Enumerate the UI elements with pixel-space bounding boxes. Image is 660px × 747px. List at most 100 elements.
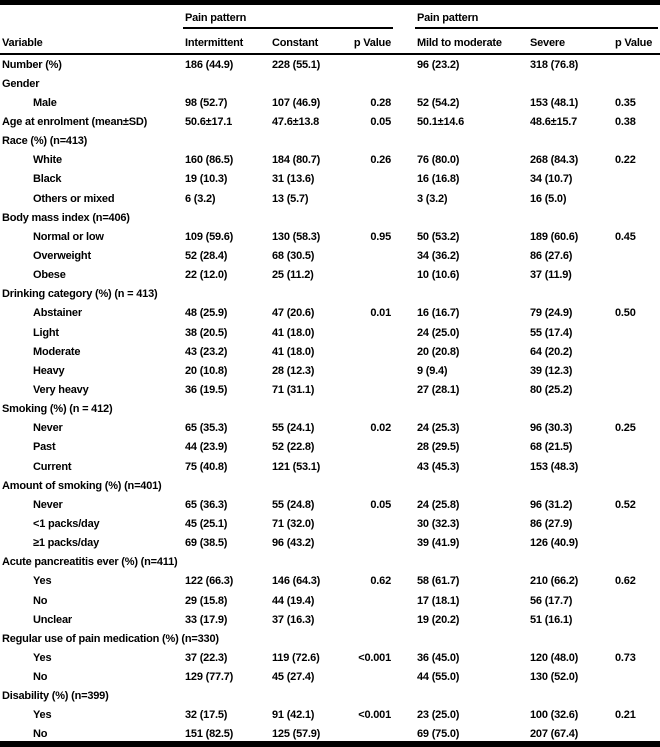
cell: <0.001	[358, 709, 391, 722]
cell: 23 (25.0)	[417, 709, 460, 722]
row-label: Yes	[33, 575, 52, 588]
cell: 122 (66.3)	[185, 575, 234, 588]
section-row: Gender	[0, 74, 660, 93]
cell: 65 (35.3)	[185, 422, 228, 435]
cell: 30 (32.3)	[417, 517, 460, 530]
section-row: Acute pancreatitis ever (%) (n=411)	[0, 553, 660, 572]
column-header-constant: Constant	[272, 37, 319, 49]
cell: 86 (27.9)	[530, 517, 573, 530]
row-label: Yes	[33, 709, 52, 722]
cell: 45 (25.1)	[185, 517, 228, 530]
cell: 98 (52.7)	[185, 96, 228, 109]
cell: 121 (53.1)	[272, 460, 321, 473]
cell: 27 (28.1)	[417, 383, 460, 396]
row-label: Body mass index (n=406)	[2, 211, 130, 224]
cell: 130 (52.0)	[530, 671, 579, 684]
table-row: White 160 (86.5) 184 (80.7) 0.26 76 (80.0) 26…	[0, 151, 660, 170]
cell: 37 (22.3)	[185, 651, 228, 664]
cell: 71 (32.0)	[272, 517, 315, 530]
cell: 39 (12.3)	[530, 364, 573, 377]
cell: 13 (5.7)	[272, 192, 309, 205]
cell: 28 (12.3)	[272, 364, 315, 377]
cell: 16 (16.8)	[417, 173, 460, 186]
column-header-pvalue-1: p Value	[353, 37, 391, 49]
column-header-mild-to-moderate: Mild to moderate	[417, 37, 502, 49]
cell: 69 (75.0)	[417, 728, 460, 741]
cell: 38 (20.5)	[185, 326, 228, 339]
cell: 0.45	[615, 230, 636, 243]
cell: 43 (23.2)	[185, 345, 228, 358]
table-row: Yes 122 (66.3) 146 (64.3) 0.62 58 (61.7) 210 …	[0, 572, 660, 591]
cell: 153 (48.1)	[530, 96, 579, 109]
table-row: Male 98 (52.7) 107 (46.9) 0.28 52 (54.2) 153 …	[0, 93, 660, 112]
cell: 48.6±15.7	[530, 115, 578, 128]
column-header-variable: Variable	[2, 37, 43, 49]
row-label: Others or mixed	[33, 192, 115, 205]
cell: 126 (40.9)	[530, 537, 579, 550]
cell: 19 (20.2)	[417, 613, 460, 626]
cell: 50.6±17.1	[185, 115, 233, 128]
row-label: Abstainer	[33, 307, 82, 320]
row-label: Normal or low	[33, 230, 104, 243]
row-label: Never	[33, 422, 63, 435]
cell: 37 (16.3)	[272, 613, 315, 626]
row-label: Black	[33, 173, 62, 186]
cell: 0.28	[370, 96, 391, 109]
table-row: Obese 22 (12.0) 25 (11.2) 10 (10.6) 37 (11.9…	[0, 266, 660, 285]
cell: 109 (59.6)	[185, 230, 234, 243]
cell: 10 (10.6)	[417, 269, 460, 282]
cell: 64 (20.2)	[530, 345, 573, 358]
table-row: No 151 (82.5) 125 (57.9) 69 (75.0) 207 (67.4…	[0, 725, 660, 744]
cell: 36 (19.5)	[185, 383, 228, 396]
cell: 0.05	[370, 498, 391, 511]
cell: 79 (24.9)	[530, 307, 573, 320]
cell: 0.95	[370, 230, 391, 243]
row-label: Amount of smoking (%) (n=401)	[2, 479, 162, 492]
cell: 25 (11.2)	[272, 269, 314, 282]
cell: 0.50	[615, 307, 636, 320]
table-row: Never 65 (36.3) 55 (24.8) 0.05 24 (25.8) 96 (…	[0, 495, 660, 514]
table-column-header-row: Variable Intermittent Constant p Value M…	[0, 29, 660, 55]
cell: 0.38	[615, 115, 636, 128]
row-label: Past	[33, 441, 56, 454]
cell: 96 (23.2)	[417, 58, 460, 71]
cell: 24 (25.0)	[417, 326, 460, 339]
cell: 0.01	[370, 307, 391, 320]
table-row: Overweight 52 (28.4) 68 (30.5) 34 (36.2) 86 …	[0, 246, 660, 265]
group-header-pain-pattern-1: Pain pattern	[183, 5, 393, 29]
cell: 50.1±14.6	[417, 115, 465, 128]
table-row: No 129 (77.7) 45 (27.4) 44 (55.0) 130 (52.0)	[0, 668, 660, 687]
cell: 44 (23.9)	[185, 441, 228, 454]
cell: 43 (45.3)	[417, 460, 460, 473]
cell: 0.35	[615, 96, 636, 109]
cell: 47.6±13.8	[272, 115, 320, 128]
row-label: No	[33, 594, 48, 607]
column-header-pvalue-2: p Value	[615, 37, 653, 49]
section-row: Drinking category (%) (n = 413)	[0, 285, 660, 304]
cell: 186 (44.9)	[185, 58, 234, 71]
cell: 184 (80.7)	[272, 154, 321, 167]
cell: 189 (60.6)	[530, 230, 579, 243]
cell: 160 (86.5)	[185, 154, 234, 167]
cell: 76 (80.0)	[417, 154, 460, 167]
column-header-intermittent: Intermittent	[185, 37, 244, 49]
row-label: Male	[33, 96, 57, 109]
cell: 56 (17.7)	[530, 594, 573, 607]
cell: 37 (11.9)	[530, 269, 572, 282]
cell: 0.05	[370, 115, 391, 128]
cell: 44 (19.4)	[272, 594, 315, 607]
row-label: ≥1 packs/day	[33, 537, 100, 550]
cell: 16 (16.7)	[417, 307, 460, 320]
cell: <0.001	[358, 651, 391, 664]
row-label: Light	[33, 326, 59, 339]
row-label: Age at enrolment (mean±SD)	[2, 115, 148, 128]
table-row: Black 19 (10.3) 31 (13.6) 16 (16.8) 34 (10.7…	[0, 170, 660, 189]
table-top-rule	[0, 0, 660, 5]
row-label: Never	[33, 498, 63, 511]
cell: 207 (67.4)	[530, 728, 579, 741]
cell: 0.62	[370, 575, 391, 588]
cell: 80 (25.2)	[530, 383, 573, 396]
cell: 228 (55.1)	[272, 58, 321, 71]
cell: 0.25	[615, 422, 636, 435]
